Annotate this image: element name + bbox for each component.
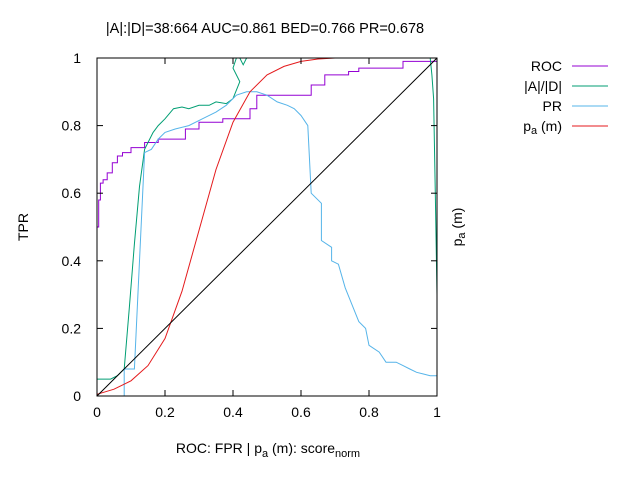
y2-axis-label-subscript: a xyxy=(456,232,468,239)
x-axis-label-mid: (m): score xyxy=(268,440,335,456)
y2-axis-label-tail: (m) xyxy=(449,208,465,233)
y2-axis-label-main: p xyxy=(449,238,465,246)
x-tick-label-4: 0.8 xyxy=(359,404,379,420)
x-axis-label: ROC: FPR | pa (m): scorenorm xyxy=(176,440,360,460)
series-line-pr xyxy=(97,91,437,397)
x-tick-label-0: 0 xyxy=(93,404,101,420)
series-line-roc xyxy=(96,58,438,261)
x-axis-label-main: ROC: FPR | p xyxy=(176,440,262,456)
y-tick-label-1: 0.2 xyxy=(62,320,82,336)
y-tick-label-2: 0.4 xyxy=(62,253,82,269)
axis-ticks-group: 0 0.2 0.4 0.6 0.8 1 0 0.2 0.4 0.6 0.8 1 xyxy=(62,50,442,420)
x-tick-label-3: 0.6 xyxy=(291,404,311,420)
x-tick-label-2: 0.4 xyxy=(223,404,243,420)
y-axis-label: TPR xyxy=(15,213,31,241)
x-tick-label-1: 0.2 xyxy=(155,404,175,420)
series-line-p-a-m xyxy=(96,57,342,395)
legend-label-roc: ROC xyxy=(531,58,562,74)
y-tick-label-0: 0 xyxy=(73,388,81,404)
series-line-diagonal xyxy=(96,57,438,397)
x-axis-label-sub-a: a xyxy=(262,448,269,460)
y-tick-label-3: 0.6 xyxy=(62,185,82,201)
plot-series-group xyxy=(96,57,438,397)
legend-label-a-over-d: |A|/|D| xyxy=(524,78,562,94)
legend-label-p-a-m: pa (m) xyxy=(523,118,562,137)
y-tick-label-4: 0.8 xyxy=(62,118,82,134)
y2-axis-label: pa (m) xyxy=(449,208,468,247)
legend: ROC |A|/|D| PR pa (m) xyxy=(523,58,608,137)
y-tick-label-5: 1 xyxy=(73,50,81,66)
legend-label-pr: PR xyxy=(543,98,562,114)
x-axis-label-sub-norm: norm xyxy=(335,448,360,460)
chart-title: |A|:|D|=38:664 AUC=0.861 BED=0.766 PR=0.… xyxy=(106,21,424,37)
plot-frame xyxy=(96,57,438,397)
x-tick-label-5: 1 xyxy=(433,404,441,420)
